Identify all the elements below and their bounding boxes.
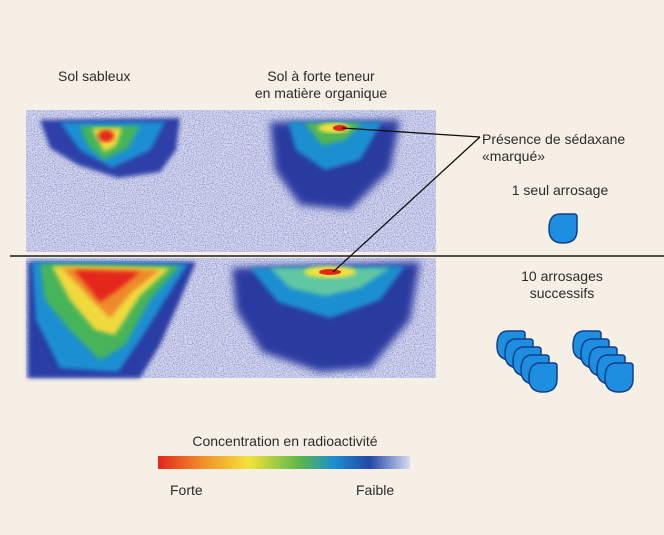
pointer-line-bottom bbox=[332, 136, 481, 273]
one-watering-label: 1 seul arrosage bbox=[511, 182, 609, 198]
legend-color-scale bbox=[158, 456, 410, 469]
sandy-soil-label: Sol sableux bbox=[58, 68, 131, 84]
presence-annotation: Présence de sédaxane «marqué» bbox=[482, 131, 662, 165]
top-sandy-spot bbox=[40, 118, 180, 178]
ten-waterings-label: 10 arrosages successifs bbox=[497, 268, 627, 302]
ten-droplets-icon bbox=[496, 330, 634, 393]
legend-strong-label: Forte bbox=[170, 482, 203, 498]
bottom-organic-plume bbox=[232, 262, 420, 372]
single-droplet-icon bbox=[548, 213, 578, 244]
pointer-line-top bbox=[341, 127, 481, 138]
ten-waterings-line1: 10 arrosages bbox=[521, 268, 603, 284]
organic-soil-label-line2: en matière organique bbox=[254, 85, 388, 101]
organic-soil-label: Sol à forte teneur en matière organique bbox=[236, 68, 406, 102]
bottom-sandy-plume bbox=[28, 262, 196, 378]
organic-soil-label-line1: Sol à forte teneur bbox=[267, 68, 375, 84]
legend-weak-label: Faible bbox=[356, 482, 395, 498]
legend-title: Concentration en radioactivité bbox=[192, 433, 378, 449]
presence-line1: Présence de sédaxane bbox=[482, 131, 626, 147]
presence-line2: «marqué» bbox=[482, 148, 546, 164]
ten-waterings-line2: successifs bbox=[529, 285, 595, 301]
